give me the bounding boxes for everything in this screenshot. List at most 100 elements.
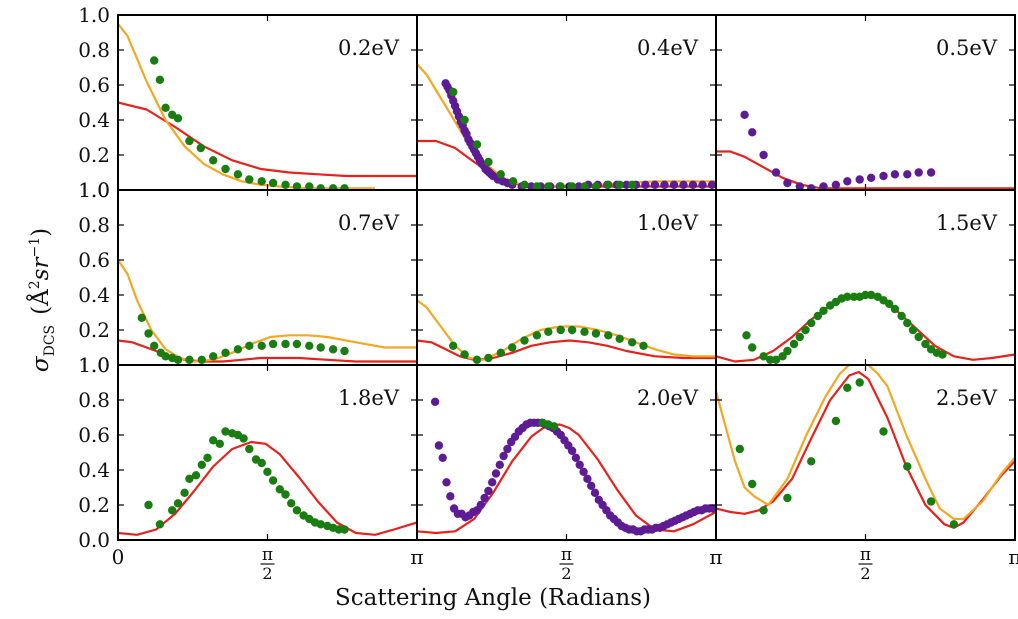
orange-curve	[118, 259, 417, 363]
purple-data-point	[688, 180, 698, 189]
green-data-point	[268, 178, 278, 188]
green-data-point	[484, 157, 493, 167]
panel-0-4ev: 0.4eV	[416, 14, 717, 191]
green-data-point	[795, 332, 804, 342]
green-data-point	[245, 341, 254, 350]
green-data-point	[340, 525, 349, 534]
green-data-point	[209, 352, 218, 361]
y-tick-label: 0.4	[78, 283, 110, 307]
green-data-point	[866, 290, 876, 300]
green-data-point	[580, 327, 589, 336]
x-tick-label-half-pi-numerator: π	[262, 545, 273, 565]
green-data-point	[257, 458, 266, 468]
purple-data-point	[783, 178, 792, 188]
green-data-point	[604, 180, 613, 189]
green-data-point	[639, 341, 648, 350]
purple-data-point	[484, 486, 493, 496]
y-tick-label: 0.6	[78, 73, 110, 97]
purple-data-point	[890, 170, 900, 179]
purple-data-point	[571, 453, 581, 462]
energy-label: 0.4eV	[637, 36, 699, 60]
y-tick-label: 0.2	[78, 318, 110, 342]
green-data-point	[233, 170, 243, 179]
green-data-point	[185, 136, 194, 146]
green-data-point	[221, 427, 230, 436]
energy-label: 1.5eV	[936, 211, 998, 235]
green-data-point	[520, 180, 529, 189]
orange-curve	[417, 299, 716, 361]
y-tick-label: 0.4	[78, 458, 110, 482]
green-data-point	[949, 520, 959, 529]
green-data-point	[544, 182, 553, 190]
panel-0-5ev: 0.5eV	[715, 14, 1016, 191]
green-data-point	[807, 318, 816, 328]
y-tick-label: 0.4	[78, 108, 110, 132]
y-tick-label: 0.8	[78, 213, 110, 237]
y-tick-label: 1.0	[78, 178, 110, 202]
green-data-point	[150, 341, 159, 350]
purple-data-point	[495, 460, 504, 469]
purple-data-point	[707, 180, 716, 189]
orange-curve	[716, 365, 1015, 521]
green-data-point	[203, 453, 212, 462]
green-data-point	[281, 339, 290, 349]
green-data-point	[627, 338, 637, 347]
purple-data-point	[434, 441, 444, 450]
green-data-point	[472, 140, 482, 149]
green-data-point	[556, 182, 565, 190]
green-data-point	[305, 341, 314, 350]
green-data-point	[748, 343, 757, 352]
purple-data-point	[587, 481, 596, 490]
green-data-point	[275, 485, 284, 494]
green-data-point	[759, 506, 768, 515]
green-data-point	[807, 457, 816, 466]
purple-data-point	[795, 182, 804, 190]
y-tick-label: 0.0	[78, 528, 110, 552]
green-data-point	[233, 345, 243, 354]
green-data-point	[209, 156, 218, 165]
purple-data-point	[438, 453, 447, 462]
green-data-point	[520, 336, 529, 345]
green-data-point	[197, 355, 206, 364]
green-data-point	[328, 345, 338, 354]
green-data-point	[532, 331, 542, 340]
red-curve	[716, 293, 1015, 363]
green-data-point	[903, 318, 912, 328]
purple-data-point	[499, 451, 508, 461]
purple-data-point	[669, 180, 679, 189]
energy-label: 1.8eV	[338, 386, 400, 410]
purple-data-point	[843, 177, 852, 186]
purple-data-point	[583, 474, 592, 483]
purple-data-point	[740, 110, 749, 120]
green-data-point	[137, 313, 146, 322]
x-tick-label-half-pi-numerator: π	[561, 545, 572, 565]
purple-data-point	[476, 500, 485, 510]
green-data-point	[281, 490, 290, 499]
green-data-point	[221, 348, 230, 357]
energy-label: 1.0eV	[637, 211, 699, 235]
green-data-point	[813, 311, 822, 321]
plot-area	[118, 427, 417, 536]
y-tick-label: 1.0	[78, 353, 110, 377]
plot-area	[118, 23, 417, 190]
green-data-point	[185, 474, 194, 483]
energy-label: 0.2eV	[338, 36, 400, 60]
purple-data-point	[819, 182, 828, 190]
green-data-point	[735, 444, 744, 454]
green-data-point	[268, 339, 278, 349]
green-data-point	[783, 346, 792, 356]
purple-data-point	[590, 488, 600, 497]
purple-data-point	[567, 446, 577, 455]
x-tick-label-pi: π	[410, 545, 423, 569]
purple-data-point	[488, 478, 497, 487]
green-data-point	[783, 493, 792, 503]
green-data-point	[914, 332, 923, 342]
purple-data-point	[491, 469, 501, 478]
green-data-point	[532, 182, 542, 190]
green-data-point	[180, 488, 189, 497]
green-data-point	[155, 520, 165, 529]
green-data-point	[221, 164, 230, 174]
x-tick-label-pi: π	[709, 545, 722, 569]
purple-data-point	[807, 184, 816, 190]
